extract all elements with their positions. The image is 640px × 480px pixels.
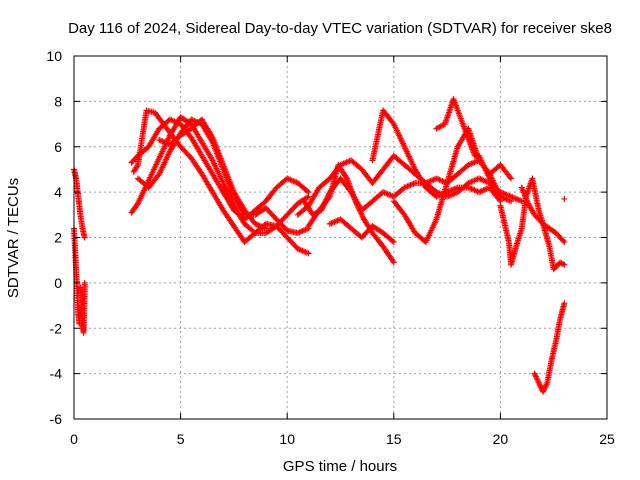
y-tick-label: 4 bbox=[54, 184, 62, 200]
point-track-l bbox=[389, 237, 396, 244]
point-track-l bbox=[390, 239, 397, 246]
point-track-j bbox=[508, 198, 515, 205]
point-track-k bbox=[325, 195, 332, 202]
chart-title: Day 116 of 2024, Sidereal Day-to-day VTE… bbox=[68, 20, 612, 37]
x-tick-label: 15 bbox=[386, 431, 402, 447]
x-tick-label: 25 bbox=[599, 431, 615, 447]
x-axis-label: GPS time / hours bbox=[283, 458, 397, 475]
point-track-q bbox=[560, 237, 567, 244]
point-track-d bbox=[304, 187, 311, 194]
x-tick-label: 0 bbox=[70, 431, 78, 447]
x-tick-label: 10 bbox=[279, 431, 295, 447]
point-track-n bbox=[508, 175, 515, 182]
y-ticks: -6 -4 -2 0 2 4 6 8 10 bbox=[46, 48, 607, 427]
point-track-r bbox=[561, 300, 568, 307]
x-tick-label: 20 bbox=[493, 431, 509, 447]
point-track-q bbox=[561, 239, 568, 246]
y-tick-label: 8 bbox=[54, 93, 62, 109]
y-axis-label: SDTVAR / TECUs bbox=[5, 178, 22, 298]
point-track-e bbox=[305, 193, 312, 200]
point-track-k bbox=[390, 259, 397, 266]
point-track-i bbox=[518, 198, 525, 205]
y-tick-label: -4 bbox=[50, 366, 63, 382]
y-tick-label: -2 bbox=[50, 320, 63, 336]
point-track-f bbox=[134, 163, 141, 170]
point-track-n bbox=[506, 174, 513, 181]
y-tick-label: 6 bbox=[54, 139, 62, 155]
y-tick-label: 2 bbox=[54, 230, 62, 246]
x-ticks: 0 5 10 15 20 25 bbox=[70, 56, 615, 447]
gridlines bbox=[74, 56, 607, 419]
point-track-c bbox=[81, 279, 88, 286]
point-track-p bbox=[561, 261, 568, 268]
y-tick-label: -6 bbox=[50, 411, 63, 427]
data-points bbox=[71, 96, 568, 395]
point-track-s bbox=[561, 195, 568, 202]
point-track-a bbox=[81, 234, 88, 241]
point-track-e bbox=[304, 194, 311, 201]
point-track-f bbox=[305, 250, 312, 257]
y-tick-label: 0 bbox=[54, 275, 62, 291]
x-tick-label: 5 bbox=[177, 431, 185, 447]
point-track-h bbox=[262, 225, 269, 232]
point-track-o bbox=[497, 193, 504, 200]
y-tick-label: 10 bbox=[46, 48, 62, 64]
